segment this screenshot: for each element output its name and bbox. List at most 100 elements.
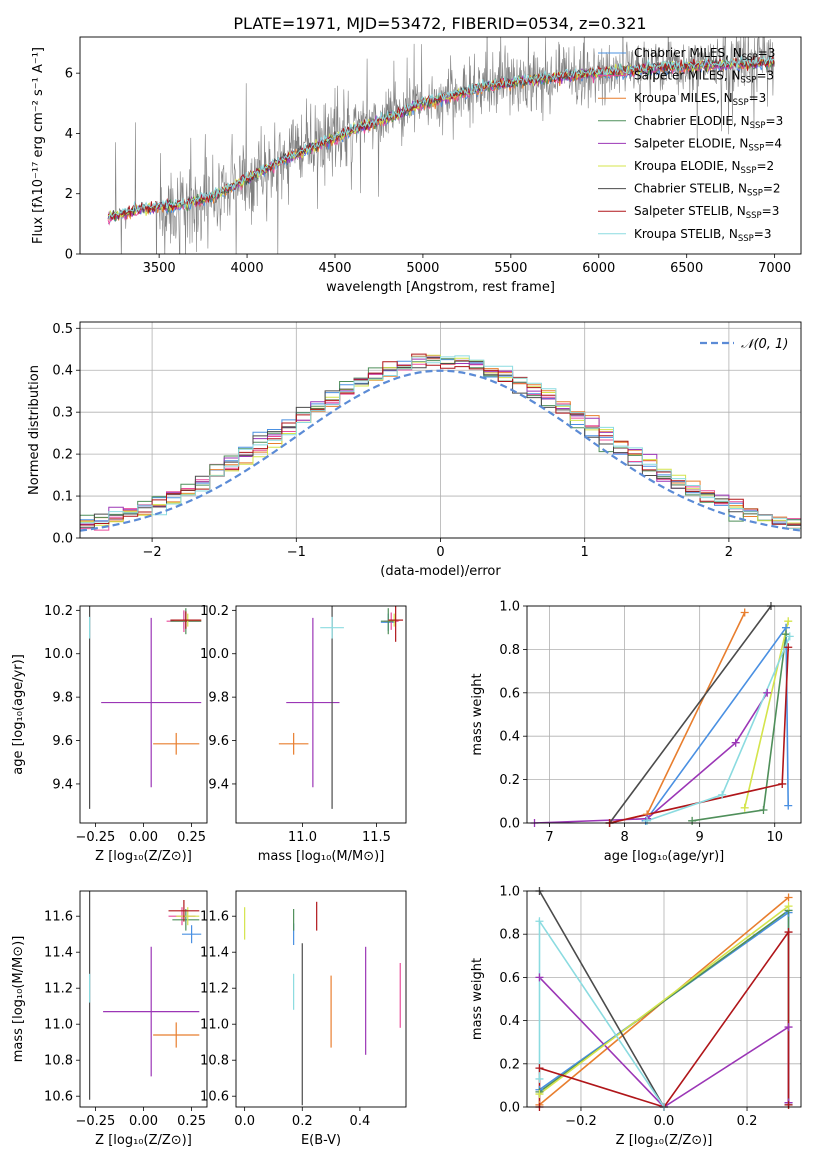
y-tick-label: 0.2 xyxy=(499,1057,520,1072)
chart-3: 11.0 11.5 9.4 9.6 9.8 10.0 10.2 mass [log₁₀(M/M… xyxy=(200,604,407,864)
weight-line-chabrier_stelib xyxy=(538,891,665,1107)
plot-area xyxy=(278,606,404,809)
plot-area xyxy=(89,891,202,1100)
weight-line-chabrier_miles xyxy=(644,625,789,822)
legend-name: Salpeter STELIB, N xyxy=(634,204,746,218)
x-tick-label: 0.00 xyxy=(129,830,158,845)
y-tick-label: 9.4 xyxy=(52,777,73,792)
weight-line-salpeter_elodie xyxy=(534,692,768,823)
x-tick-label: 9 xyxy=(696,830,704,845)
y-tick-label: 1.0 xyxy=(499,885,520,900)
x-tick-label: −0.2 xyxy=(565,1114,597,1129)
y-axis-label: age [log₁₀(age/yr)] xyxy=(11,654,26,775)
x-tick-label: 8 xyxy=(620,830,628,845)
plot-area xyxy=(244,901,401,1106)
y-tick-label: 10.0 xyxy=(200,647,229,662)
legend-name: Chabrier ELODIE, N xyxy=(634,114,750,128)
chart-2: −0.25 0.00 0.25 9.4 9.6 9.8 10.0 10.2 Z [log₁₀(Z… xyxy=(11,604,208,864)
legend-label: Kroupa STELIB, NSSP=3 xyxy=(634,227,772,244)
legend-name: Kroupa MILES, N xyxy=(634,91,733,105)
histogram-kroupa_stelib xyxy=(80,355,801,530)
axes-frame xyxy=(79,321,802,539)
y-tick-label: 10.8 xyxy=(44,1054,73,1069)
x-tick-label: 0.2 xyxy=(292,1114,313,1129)
x-tick-label: 2 xyxy=(725,545,733,560)
y-tick-label: 10.2 xyxy=(200,604,229,619)
y-tick-label: 0.2 xyxy=(499,773,520,788)
legend-sub: SSP xyxy=(733,98,749,108)
x-tick-label: 3500 xyxy=(143,261,176,276)
plot-area xyxy=(89,606,202,809)
y-tick-label: 0.0 xyxy=(52,532,73,547)
weight-marker-salpeter_stelib xyxy=(784,1100,793,1109)
legend-label-gaussian: 𝒩(0, 1) xyxy=(741,337,788,352)
legend-name: Salpeter MILES, N xyxy=(634,69,741,83)
x-tick-label: 5500 xyxy=(494,261,527,276)
y-tick-label: 11.2 xyxy=(44,982,73,997)
y-tick-label: 0.6 xyxy=(499,686,520,701)
legend-suffix: =3 xyxy=(762,204,780,218)
x-tick-label: 11.5 xyxy=(362,830,391,845)
plot-area xyxy=(534,606,791,823)
legend-sub: SSP xyxy=(741,76,757,86)
weight-marker-chabrier_elodie xyxy=(688,816,697,825)
x-tick-label: 0 xyxy=(436,545,444,560)
y-tick-label: 9.4 xyxy=(208,777,229,792)
legend-label: Salpeter MILES, NSSP=3 xyxy=(634,69,774,86)
y-tick-label: 2 xyxy=(65,187,73,202)
y-tick-label: 0.5 xyxy=(52,322,73,337)
y-tick-label: 11.2 xyxy=(200,982,229,997)
x-tick-label: 0.00 xyxy=(129,1114,158,1129)
axes-frame xyxy=(235,890,407,1108)
y-tick-label: 0.1 xyxy=(52,490,73,505)
legend-name: Chabrier STELIB, N xyxy=(634,182,747,196)
legend-name: Salpeter ELODIE, N xyxy=(634,136,748,150)
legend-suffix: =3 xyxy=(754,227,772,241)
legend-suffix: =4 xyxy=(764,136,782,150)
weight-marker-kroupa_stelib xyxy=(535,917,544,926)
plot-area xyxy=(107,37,775,254)
plot-area xyxy=(80,353,801,536)
x-tick-label: 0.25 xyxy=(177,830,206,845)
chart-6: 0.0 0.2 0.4 10.6 10.8 11.0 11.2 11.4 11.6 E(B-V) xyxy=(200,890,407,1148)
weight-marker-kroupa_miles xyxy=(740,608,749,617)
y-axis-label: mass weight xyxy=(470,958,485,1040)
y-tick-label: 0.6 xyxy=(499,971,520,986)
legend-label: Salpeter STELIB, NSSP=3 xyxy=(634,204,779,221)
y-tick-label: 9.6 xyxy=(208,734,229,749)
weight-marker-kroupa_elodie xyxy=(535,1090,544,1099)
chart-1: −2 −1 0 1 2 0.0 0.1 0.2 0.3 0.4 0.5 (data-model)/er… xyxy=(27,321,802,579)
x-tick-label: 1 xyxy=(581,545,589,560)
chart-0: 3500 4000 4500 5000 5500 6000 6500 7000 0 2 4 6 wave… xyxy=(31,36,802,295)
legend-label: Salpeter ELODIE, NSSP=4 xyxy=(634,136,782,153)
y-tick-label: 0.2 xyxy=(52,448,73,463)
legend-suffix: =3 xyxy=(766,114,784,128)
weight-marker-salpeter_elodie xyxy=(731,738,740,747)
weight-marker-salpeter_elodie xyxy=(763,688,772,697)
chart-7: −0.2 0.0 0.2 0.0 0.2 0.4 0.6 0.8 1.0 Z [log₁₀(Z/Z… xyxy=(470,885,802,1148)
y-tick-label: 0.4 xyxy=(499,730,520,745)
y-axis-label: Normed distribution xyxy=(27,365,42,495)
legend-label: Chabrier STELIB, NSSP=2 xyxy=(634,182,781,199)
x-tick-label: 0.0 xyxy=(654,1114,675,1129)
x-tick-label: 0.4 xyxy=(350,1114,371,1129)
legend-sub: SSP xyxy=(746,211,762,221)
x-axis-label: Z [log₁₀(Z/Z⊙)] xyxy=(95,1133,192,1148)
x-tick-label: 0.25 xyxy=(177,1114,206,1129)
legend-sub: SSP xyxy=(738,234,754,244)
legend-sub: SSP xyxy=(741,166,757,176)
legend-suffix: =3 xyxy=(756,69,774,83)
axes-frame xyxy=(526,890,802,1108)
x-axis-label: (data-model)/error xyxy=(380,564,501,579)
chart-5: −0.25 0.00 0.25 10.6 10.8 11.0 11.2 11.4 11.6 Z [… xyxy=(11,890,208,1148)
x-axis-label: mass [log₁₀(M/M⊙)] xyxy=(258,849,385,864)
y-tick-label: 0.3 xyxy=(52,406,73,421)
x-tick-label: 7 xyxy=(545,830,553,845)
y-tick-label: 11.6 xyxy=(200,910,229,925)
y-tick-label: 9.6 xyxy=(52,734,73,749)
weight-marker-chabrier_miles xyxy=(784,801,793,810)
weight-marker-chabrier_elodie xyxy=(759,805,768,814)
y-axis-label: Flux [fλ10⁻¹⁷ erg cm⁻² s⁻¹ A⁻¹] xyxy=(31,47,46,244)
y-tick-label: 4 xyxy=(65,127,73,142)
